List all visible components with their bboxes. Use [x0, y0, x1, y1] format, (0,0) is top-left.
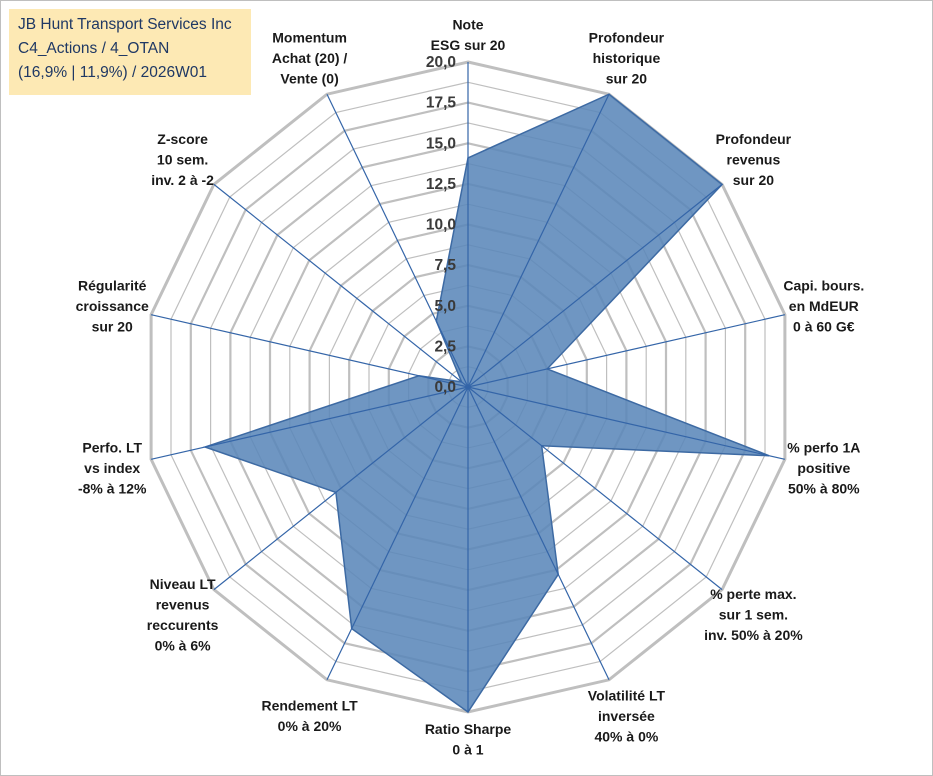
axis-label-line: Perfo. LT: [82, 440, 142, 456]
axis-label-line: inv. 2 à -2: [151, 172, 214, 188]
axis-label-line: Profondeur: [589, 30, 665, 46]
axis-spoke: [150, 386, 469, 460]
axis-label-line: ESG sur 20: [431, 37, 506, 53]
axis-spoke: [467, 386, 786, 460]
tick-label: 10,0: [426, 217, 456, 234]
axis-label: Niveau LT revenus reccurents 0% à 6%: [147, 576, 219, 654]
axis-label-line: Capi. bours.: [783, 277, 864, 293]
axis-spoke: [467, 386, 610, 681]
tick-label: 15,0: [426, 135, 456, 152]
axis-label-line: historique: [593, 50, 661, 66]
axis-label-line: Volatilité LT: [588, 687, 666, 703]
axis-spoke: [326, 386, 469, 681]
axis-label: Profondeur historique sur 20: [589, 30, 665, 87]
axis-label-line: Profondeur: [716, 131, 792, 147]
axis-spoke: [150, 314, 469, 388]
info-box: JB Hunt Transport Services Inc C4_Action…: [9, 9, 251, 95]
radar-tick-labels: 0,0 2,5 5,0 7,5 10,0 12,5 15,0 17,5 20,0: [426, 54, 457, 396]
axis-label-line: 0% à 20%: [278, 718, 342, 734]
axis-label-line: Z-score: [157, 131, 208, 147]
axis-label-line: croissance: [76, 298, 149, 314]
axis-spoke: [213, 183, 469, 388]
axis-label: % perte max. sur 1 sem. inv. 50% à 20%: [704, 586, 803, 643]
axis-label-line: Ratio Sharpe: [425, 721, 512, 737]
axis-spoke: [467, 93, 610, 388]
axis-label-line: Rendement LT: [261, 698, 358, 714]
axis-label-line: Achat (20) /: [272, 50, 348, 66]
axis-label-line: inv. 50% à 20%: [704, 627, 803, 643]
axis-label-line: 0% à 6%: [155, 637, 212, 653]
company-name: JB Hunt Transport Services Inc: [18, 16, 232, 33]
axis-label-line: 0 à 60 G€: [793, 318, 855, 334]
radar-axis-labels: Note ESG sur 20 Profondeur historique sur 20…: [76, 17, 865, 758]
axis-label-line: Niveau LT: [150, 576, 216, 592]
axis-spoke: [467, 183, 723, 388]
tick-label: 12,5: [426, 176, 457, 193]
axis-label-line: en MdEUR: [789, 298, 859, 314]
axis-label-line: positive: [797, 460, 850, 476]
axis-spoke: [467, 386, 723, 591]
axis-label: Ratio Sharpe 0 à 1: [425, 721, 512, 758]
axis-label: Rendement LT 0% à 20%: [261, 698, 358, 735]
axis-label-line: vs index: [84, 460, 140, 476]
axis-label-line: Vente (0): [280, 71, 338, 87]
axis-label-line: Note: [452, 17, 483, 33]
axis-label-line: Régularité: [78, 277, 147, 293]
axis-label: Volatilité LT inversée 40% à 0%: [588, 687, 666, 744]
classification: C4_Actions / 4_OTAN: [18, 40, 170, 57]
axis-label-line: revenus: [156, 596, 210, 612]
axis-label: Z-score 10 sem. inv. 2 à -2: [151, 131, 214, 188]
axis-label-line: 50% à 80%: [788, 481, 860, 497]
axis-label: % perfo 1A positive 50% à 80%: [787, 440, 860, 497]
axis-label: Momentum Achat (20) / Vente (0): [272, 30, 348, 87]
axis-label: Profondeur revenus sur 20: [716, 131, 792, 188]
axis-label-line: inversée: [598, 708, 655, 724]
radar-spokes: [150, 62, 786, 712]
axis-label-line: sur 1 sem.: [719, 607, 788, 623]
axis-label-line: 40% à 0%: [594, 728, 658, 744]
axis-label-line: reccurents: [147, 617, 219, 633]
tick-label: 17,5: [426, 95, 457, 112]
tick-label: 2,5: [434, 338, 456, 355]
axis-spoke: [213, 386, 469, 591]
axis-label: Capi. bours. en MdEUR 0 à 60 G€: [783, 277, 864, 334]
axis-label-line: % perfo 1A: [787, 440, 860, 456]
axis-label-line: revenus: [727, 151, 781, 167]
axis-label-line: 0 à 1: [452, 742, 483, 758]
tick-label: 5,0: [434, 298, 456, 315]
axis-spoke: [326, 93, 469, 388]
axis-label-line: 10 sem.: [157, 151, 208, 167]
axis-label-line: Momentum: [272, 30, 347, 46]
axis-label-line: sur 20: [606, 71, 647, 87]
axis-label: Régularité croissance sur 20: [76, 277, 149, 334]
tick-label: 20,0: [426, 54, 456, 71]
axis-spoke: [467, 314, 786, 388]
tick-label: 0,0: [434, 379, 456, 396]
axis-label: Perfo. LT vs index -8% à 12%: [78, 440, 147, 497]
axis-label-line: % perte max.: [710, 586, 796, 602]
axis-label-line: sur 20: [92, 318, 133, 334]
axis-label-line: sur 20: [733, 172, 774, 188]
performance-week: (16,9% | 11,9%) / 2026W01: [18, 64, 207, 81]
tick-label: 7,5: [434, 257, 456, 274]
axis-label-line: -8% à 12%: [78, 481, 147, 497]
axis-label: Note ESG sur 20: [431, 17, 506, 54]
